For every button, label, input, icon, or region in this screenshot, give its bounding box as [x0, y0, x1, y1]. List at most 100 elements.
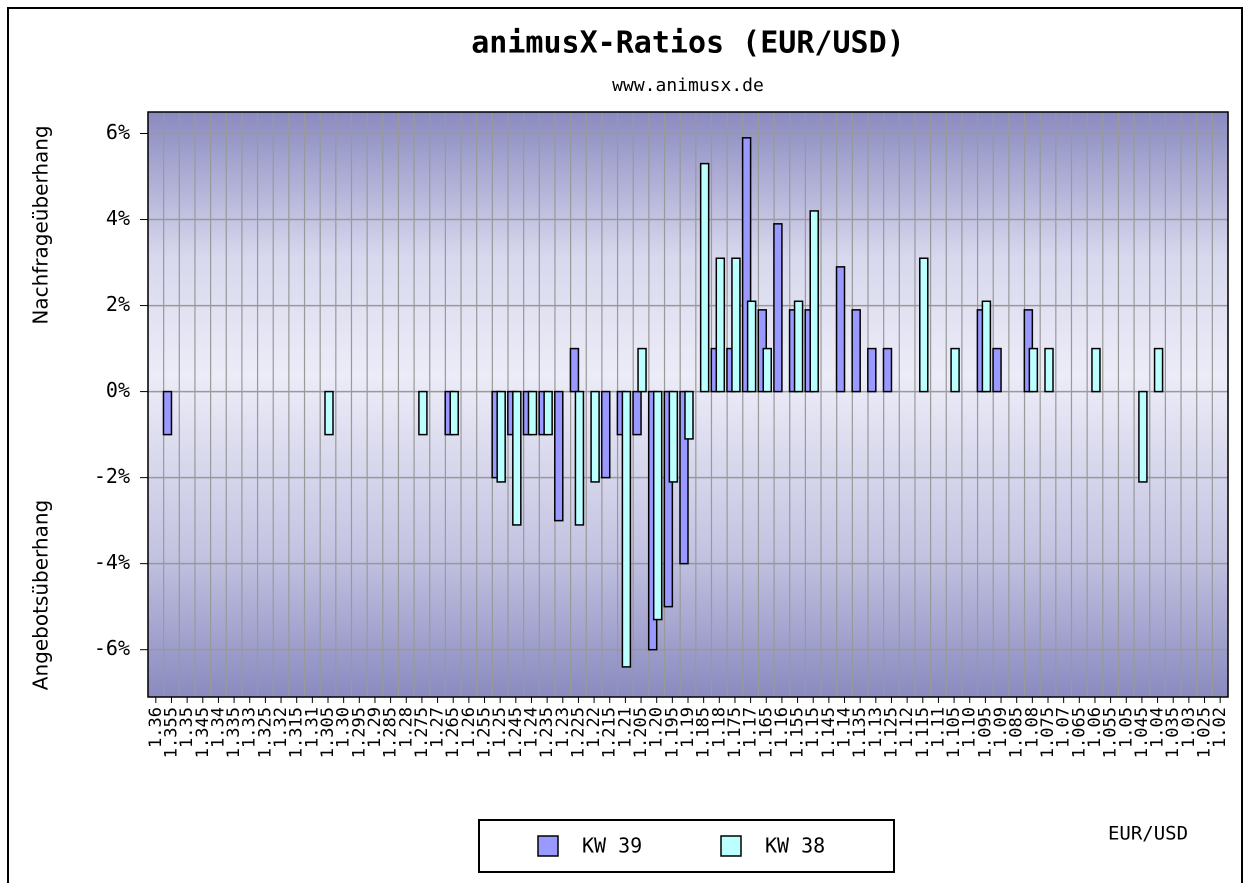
bar	[835, 266, 846, 393]
bar	[418, 390, 428, 436]
x-tick-label: 1.33	[240, 707, 260, 748]
x-tick-label: 1.275	[412, 707, 432, 758]
x-tick-label: 1.135	[850, 707, 870, 758]
x-tick-label: 1.195	[662, 707, 682, 758]
y-tick-label: 2%	[106, 292, 130, 316]
x-tick-label: 1.325	[255, 707, 275, 758]
x-tick-label: 1.25	[490, 707, 510, 748]
bar	[632, 390, 642, 436]
legend-swatch	[720, 835, 742, 857]
x-tick-label: 1.115	[913, 707, 933, 758]
x-tick-label: 1.26	[459, 707, 479, 748]
x-tick-label: 1.35	[177, 707, 197, 748]
y-tick-label: 0%	[106, 378, 130, 402]
x-tick-label: 1.13	[866, 707, 886, 748]
x-tick-label: 1.24	[521, 707, 541, 748]
x-tick-label: 1.255	[475, 707, 495, 758]
x-tick-label: 1.105	[944, 707, 964, 758]
bar	[684, 390, 694, 440]
x-tick-label: 1.155	[788, 707, 808, 758]
bar	[668, 390, 679, 483]
bar	[512, 390, 522, 526]
bar	[699, 162, 710, 393]
x-tick-label: 1.23	[553, 707, 573, 748]
x-tick-label: 1.32	[271, 707, 291, 748]
bar	[554, 390, 564, 522]
legend-swatch	[537, 835, 559, 857]
y-label-bottom: Angebotsüberhang	[29, 500, 53, 690]
bar	[590, 390, 600, 483]
bar	[809, 210, 819, 393]
x-tick-label: 1.12	[897, 707, 917, 748]
x-tick-label: 1.34	[208, 707, 228, 748]
x-tick-label: 1.285	[381, 707, 401, 758]
x-tick-label: 1.315	[287, 707, 307, 758]
bar	[882, 347, 893, 393]
legend-label: KW 38	[765, 834, 825, 858]
bar	[527, 390, 538, 436]
bar	[663, 390, 674, 608]
y-tick-label: -6%	[94, 636, 130, 660]
x-tick-label: 1.28	[396, 707, 416, 748]
x-tick-label: 1.20	[647, 707, 667, 748]
bar	[569, 347, 580, 393]
x-tick-label: 1.16	[772, 707, 792, 748]
y-tick-label: -4%	[94, 550, 130, 574]
x-tick-label: 1.08	[1022, 707, 1042, 748]
chart-subtitle: www.animusx.de	[612, 75, 764, 96]
x-tick-label: 1.02	[1210, 707, 1230, 748]
x-tick-label: 1.145	[819, 707, 839, 758]
x-tick-label: 1.15	[803, 707, 823, 748]
x-tick-label: 1.075	[1038, 707, 1058, 758]
y-tick-label: -2%	[94, 464, 130, 488]
bar	[637, 347, 647, 393]
bar	[679, 390, 689, 565]
x-tick-label: 1.355	[161, 707, 181, 758]
bar	[731, 257, 741, 393]
x-tick-label: 1.185	[694, 707, 714, 758]
y-tick-label: 4%	[106, 206, 130, 230]
bar	[162, 390, 173, 436]
x-tick-label: 1.205	[631, 707, 651, 758]
x-tick-label: 1.175	[725, 707, 745, 758]
x-tick-label: 1.10	[960, 707, 980, 748]
x-tick-label: 1.085	[1007, 707, 1027, 758]
bar	[851, 309, 861, 393]
x-tick-label: 1.03	[1179, 707, 1199, 748]
bar	[600, 390, 611, 479]
legend-label: KW 39	[582, 834, 642, 858]
bar	[715, 257, 726, 393]
x-tick-label: 1.22	[584, 707, 604, 748]
x-tick-label: 1.225	[568, 707, 588, 758]
bar	[652, 390, 663, 621]
x-tick-label: 1.295	[349, 707, 369, 758]
x-tick-label: 1.345	[193, 707, 213, 758]
bar	[919, 257, 929, 393]
x-tick-label: 1.04	[1148, 707, 1168, 748]
bar	[574, 390, 585, 526]
x-tick-label: 1.245	[506, 707, 526, 758]
x-tick-label: 1.045	[1132, 707, 1152, 758]
x-tick-label: 1.025	[1195, 707, 1215, 758]
bar	[950, 347, 960, 393]
x-tick-label: 1.095	[975, 707, 995, 758]
x-tick-label: 1.36	[146, 707, 166, 748]
chart-title: animusX-Ratios (EUR/USD)	[471, 26, 904, 61]
bar	[449, 390, 459, 436]
x-tick-label: 1.31	[302, 707, 322, 748]
x-tick-label: 1.17	[741, 707, 761, 748]
x-tick-label: 1.18	[709, 707, 729, 748]
x-tick-label: 1.125	[881, 707, 901, 758]
x-tick-label: 1.335	[224, 707, 244, 758]
bar	[762, 347, 773, 393]
x-tick-label: 1.305	[318, 707, 338, 758]
bar	[992, 347, 1002, 393]
x-tick-label: 1.035	[1163, 707, 1183, 758]
bar	[621, 390, 632, 668]
bar	[543, 390, 553, 436]
y-tick-label: 6%	[106, 120, 130, 144]
x-tick-label: 1.05	[1116, 707, 1136, 748]
x-tick-label: 1.29	[365, 707, 385, 748]
x-tick-label: 1.055	[1101, 707, 1121, 758]
